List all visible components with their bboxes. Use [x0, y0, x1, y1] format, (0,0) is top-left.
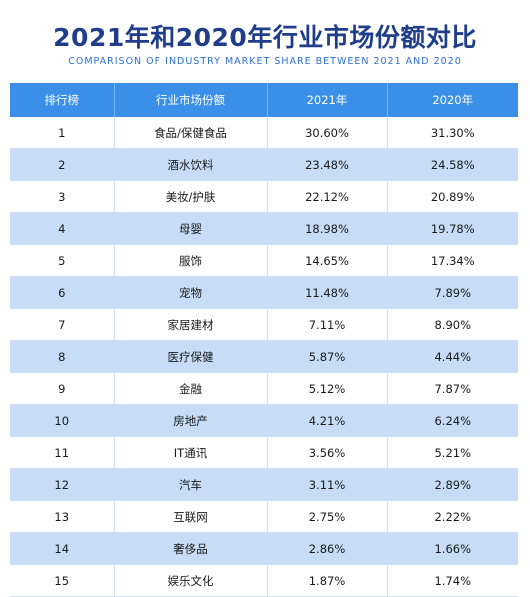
share-2020-cell: 1.66%: [387, 532, 518, 565]
share-2020-cell: 7.89%: [387, 276, 518, 309]
share-2020-cell: 2.22%: [387, 500, 518, 533]
page: 2021年和2020年行业市场份额对比 COMPARISON OF INDUST…: [10, 23, 518, 597]
rank-cell: 12: [10, 468, 115, 501]
table-header-row: 排行榜 行业市场份额 2021年 2020年: [10, 83, 518, 117]
rank-cell: 7: [10, 308, 115, 341]
share-2020-cell: 4.44%: [387, 340, 518, 373]
share-2020-cell: 7.87%: [387, 372, 518, 405]
table-row: 13 互联网 2.75% 2.22%: [10, 500, 518, 533]
table-row: 15 娱乐文化 1.87% 1.74%: [10, 564, 518, 597]
share-2020-cell: 19.78%: [387, 212, 518, 245]
share-2021-cell: 3.11%: [267, 468, 388, 501]
share-2020-cell: 5.21%: [387, 436, 518, 469]
table-row: 11 IT通讯 3.56% 5.21%: [10, 436, 518, 469]
page-subtitle: COMPARISON OF INDUSTRY MARKET SHARE BETW…: [68, 56, 462, 67]
share-2020-cell: 2.89%: [387, 468, 518, 501]
table-row: 4 母婴 18.98% 19.78%: [10, 212, 518, 245]
column-header-2021: 2021年: [267, 83, 388, 117]
rank-cell: 1: [10, 117, 115, 149]
column-header-industry: 行业市场份额: [114, 83, 268, 117]
table-row: 2 酒水饮料 23.48% 24.58%: [10, 148, 518, 181]
share-2020-cell: 31.30%: [387, 117, 518, 149]
table-row: 1 食品/保健食品 30.60% 31.30%: [10, 117, 518, 149]
industry-cell: 金融: [114, 372, 268, 405]
industry-cell: 宠物: [114, 276, 268, 309]
rank-cell: 11: [10, 436, 115, 469]
share-2021-cell: 23.48%: [267, 148, 388, 181]
industry-cell: 奢侈品: [114, 532, 268, 565]
rank-cell: 4: [10, 212, 115, 245]
industry-cell: 房地产: [114, 404, 268, 437]
market-share-table-container: 排行榜 行业市场份额 2021年 2020年 1 食品/保健食品 30.60% 31.…: [10, 83, 518, 597]
industry-cell: 互联网: [114, 500, 268, 533]
rank-cell: 3: [10, 180, 115, 213]
rank-cell: 9: [10, 372, 115, 405]
rank-cell: 5: [10, 244, 115, 277]
industry-cell: 服饰: [114, 244, 268, 277]
share-2020-cell: 24.58%: [387, 148, 518, 181]
table-row: 12 汽车 3.11% 2.89%: [10, 468, 518, 501]
share-2021-cell: 2.75%: [267, 500, 388, 533]
table-row: 7 家居建材 7.11% 8.90%: [10, 308, 518, 341]
rank-cell: 2: [10, 148, 115, 181]
share-2021-cell: 5.12%: [267, 372, 388, 405]
table-row: 6 宠物 11.48% 7.89%: [10, 276, 518, 309]
share-2020-cell: 8.90%: [387, 308, 518, 341]
share-2021-cell: 4.21%: [267, 404, 388, 437]
share-2021-cell: 14.65%: [267, 244, 388, 277]
share-2021-cell: 11.48%: [267, 276, 388, 309]
rank-cell: 14: [10, 532, 115, 565]
industry-cell: 医疗保健: [114, 340, 268, 373]
market-share-table: 排行榜 行业市场份额 2021年 2020年 1 食品/保健食品 30.60% 31.…: [10, 83, 518, 597]
rank-cell: 13: [10, 500, 115, 533]
share-2021-cell: 5.87%: [267, 340, 388, 373]
industry-cell: 食品/保健食品: [114, 117, 268, 149]
industry-cell: 母婴: [114, 212, 268, 245]
column-header-rank: 排行榜: [10, 83, 115, 117]
industry-cell: 汽车: [114, 468, 268, 501]
share-2020-cell: 1.74%: [387, 564, 518, 597]
share-2020-cell: 20.89%: [387, 180, 518, 213]
industry-cell: IT通讯: [114, 436, 268, 469]
share-2021-cell: 18.98%: [267, 212, 388, 245]
table-row: 14 奢侈品 2.86% 1.66%: [10, 532, 518, 565]
table-row: 8 医疗保健 5.87% 4.44%: [10, 340, 518, 373]
rank-cell: 8: [10, 340, 115, 373]
share-2021-cell: 30.60%: [267, 117, 388, 149]
industry-cell: 酒水饮料: [114, 148, 268, 181]
share-2021-cell: 2.86%: [267, 532, 388, 565]
share-2021-cell: 22.12%: [267, 180, 388, 213]
industry-cell: 美妆/护肤: [114, 180, 268, 213]
share-2021-cell: 7.11%: [267, 308, 388, 341]
column-header-2020: 2020年: [387, 83, 518, 117]
page-title: 2021年和2020年行业市场份额对比: [53, 23, 477, 52]
share-2021-cell: 3.56%: [267, 436, 388, 469]
rank-cell: 15: [10, 564, 115, 597]
table-header: 排行榜 行业市场份额 2021年 2020年: [10, 83, 518, 117]
share-2020-cell: 17.34%: [387, 244, 518, 277]
table-row: 10 房地产 4.21% 6.24%: [10, 404, 518, 437]
table-row: 9 金融 5.12% 7.87%: [10, 372, 518, 405]
table-body: 1 食品/保健食品 30.60% 31.30% 2 酒水饮料 23.48% 24.58% 3 美妆…: [10, 117, 518, 597]
industry-cell: 家居建材: [114, 308, 268, 341]
rank-cell: 10: [10, 404, 115, 437]
share-2021-cell: 1.87%: [267, 564, 388, 597]
table-row: 3 美妆/护肤 22.12% 20.89%: [10, 180, 518, 213]
share-2020-cell: 6.24%: [387, 404, 518, 437]
industry-cell: 娱乐文化: [114, 564, 268, 597]
table-row: 5 服饰 14.65% 17.34%: [10, 244, 518, 277]
rank-cell: 6: [10, 276, 115, 309]
